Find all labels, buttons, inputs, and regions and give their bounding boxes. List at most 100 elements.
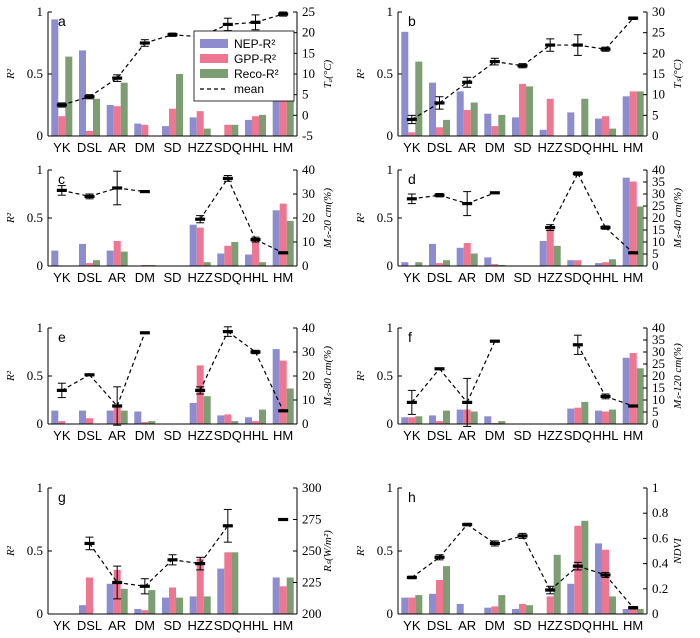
bar-c-gpp-HZZ <box>196 227 204 266</box>
mean-marker-f-YK <box>406 400 417 404</box>
ytick-label-left-f-2: 1 <box>387 320 394 335</box>
ylabel-left-f: R² <box>355 370 367 382</box>
bar-b-gpp-AR <box>463 110 471 136</box>
panel-label-e: e <box>58 329 66 345</box>
bar-c-reco-HHL <box>259 262 266 266</box>
category-label-d-DSL: DSL <box>427 270 452 285</box>
bar-f-reco-HM <box>636 368 644 424</box>
ytick-label-left-d-0: 0 <box>387 258 394 273</box>
mean-line-d-SDQ <box>549 173 579 228</box>
bar-f-nep-SDQ <box>567 408 575 424</box>
category-label-e-HZZ: HZZ <box>188 428 213 443</box>
ytick-label-left-d-1: 0.5 <box>377 210 393 225</box>
bar-e-reco-AR <box>120 410 128 424</box>
bar-b-reco-HM <box>636 91 644 136</box>
category-label-a-DSL: DSL <box>77 140 102 155</box>
mean-marker-d-DM <box>489 191 500 195</box>
bar-a-reco-HM <box>286 96 294 136</box>
legend-label-0: NEP-R² <box>234 37 275 51</box>
ytick-label-left-c-0: 0 <box>37 258 44 273</box>
mean-line-h-HM <box>605 574 634 609</box>
bar-f-nep-HM <box>622 357 630 424</box>
ylabel-left-c: R² <box>5 212 17 224</box>
category-label-d-AR: AR <box>458 270 476 285</box>
category-label-h-HM: HM <box>623 618 643 633</box>
mean-marker-c-HM <box>278 251 289 255</box>
mean-marker-a-HM <box>278 12 289 16</box>
bar-b-reco-DSL <box>443 119 450 136</box>
bar-b-gpp-HHL <box>602 116 609 136</box>
category-label-g-HM: HM <box>273 618 293 633</box>
panel-label-d: d <box>408 171 416 187</box>
ylabel-left-g: R² <box>5 545 17 557</box>
bar-c-reco-HZZ <box>203 262 211 266</box>
ytick-label-left-f-1: 0.5 <box>377 368 393 383</box>
bar-h-reco-SDQ <box>581 520 589 614</box>
mean-marker-e-HZZ <box>195 388 206 392</box>
bar-g-nep-DM <box>134 609 142 614</box>
bar-b-nep-HM <box>622 96 630 136</box>
category-label-c-AR: AR <box>108 270 126 285</box>
ylabel-right-h: NDVI <box>672 537 684 565</box>
bar-c-reco-SDQ <box>231 242 239 266</box>
bar-h-reco-DM <box>498 595 506 614</box>
ytick-label-right-e-0: 0 <box>302 416 309 431</box>
mean-marker-d-AR <box>462 202 473 206</box>
mean-line-b-DSL <box>411 102 440 120</box>
bar-h-gpp-HM <box>629 607 637 614</box>
ytick-label-left-g-0: 0 <box>37 606 44 621</box>
bar-a-reco-DSL <box>93 98 100 136</box>
ytick-label-right-a-1: 0 <box>302 107 309 122</box>
category-label-b-DM: DM <box>485 140 505 155</box>
bar-a-gpp-HM <box>279 85 287 136</box>
ytick-label-right-b-5: 25 <box>652 25 665 40</box>
mean-marker-b-SD <box>517 64 528 68</box>
ytick-label-right-a-6: 25 <box>302 4 315 19</box>
mean-line-e-AR <box>89 374 118 407</box>
ytick-label-right-e-4: 40 <box>302 320 315 335</box>
bar-g-gpp-SD <box>169 587 176 614</box>
legend-label-2: Reco-R² <box>234 67 279 81</box>
mean-marker-e-SDQ <box>222 330 233 334</box>
bar-c-nep-AR <box>106 250 114 266</box>
ytick-label-left-h-0: 0 <box>387 606 394 621</box>
bar-d-nep-AR <box>456 247 464 266</box>
mean-marker-h-SDQ <box>572 564 583 568</box>
mean-marker-e-HM <box>278 409 289 413</box>
bar-d-nep-HZZ <box>539 241 547 266</box>
category-label-h-YK: YK <box>403 618 421 633</box>
mean-line-b-AR <box>439 81 468 104</box>
bar-d-reco-DSL <box>443 260 450 266</box>
bar-c-nep-HHL <box>245 254 252 266</box>
mean-marker-g-DM <box>139 584 150 588</box>
mean-marker-c-HZZ <box>195 217 206 221</box>
bar-b-nep-HHL <box>595 118 602 136</box>
bar-f-reco-YK <box>415 416 423 424</box>
bar-e-nep-SDQ <box>217 415 225 424</box>
ytick-label-left-g-1: 0.5 <box>27 543 43 558</box>
category-label-d-SDQ: SDQ <box>564 270 592 285</box>
bar-h-gpp-DSL <box>436 580 443 614</box>
bar-d-gpp-HM <box>629 181 637 266</box>
category-label-f-SD: SD <box>513 428 531 443</box>
mean-line-f-HHL <box>577 344 607 397</box>
mean-line-e-SDQ <box>199 331 229 391</box>
bar-h-nep-AR <box>456 603 464 614</box>
mean-marker-a-SD <box>167 33 178 37</box>
ytick-label-right-d-7: 35 <box>652 174 665 189</box>
ytick-label-right-f-8: 40 <box>652 320 665 335</box>
ytick-label-right-b-4: 20 <box>652 45 665 60</box>
bar-b-reco-DM <box>498 114 506 136</box>
bar-g-nep-HM <box>272 577 280 614</box>
ytick-label-right-h-3: 0.6 <box>652 530 669 545</box>
ytick-label-right-h-0: 0 <box>652 606 659 621</box>
legend-swatch-gpp <box>200 54 228 63</box>
category-label-e-DSL: DSL <box>77 428 102 443</box>
bar-e-nep-DSL <box>79 410 86 424</box>
mean-marker-h-AR <box>462 522 473 527</box>
mean-marker-h-DM <box>489 541 500 546</box>
ytick-label-right-c-1: 10 <box>302 234 315 249</box>
category-label-h-DSL: DSL <box>427 618 452 633</box>
category-label-a-YK: YK <box>53 140 71 155</box>
